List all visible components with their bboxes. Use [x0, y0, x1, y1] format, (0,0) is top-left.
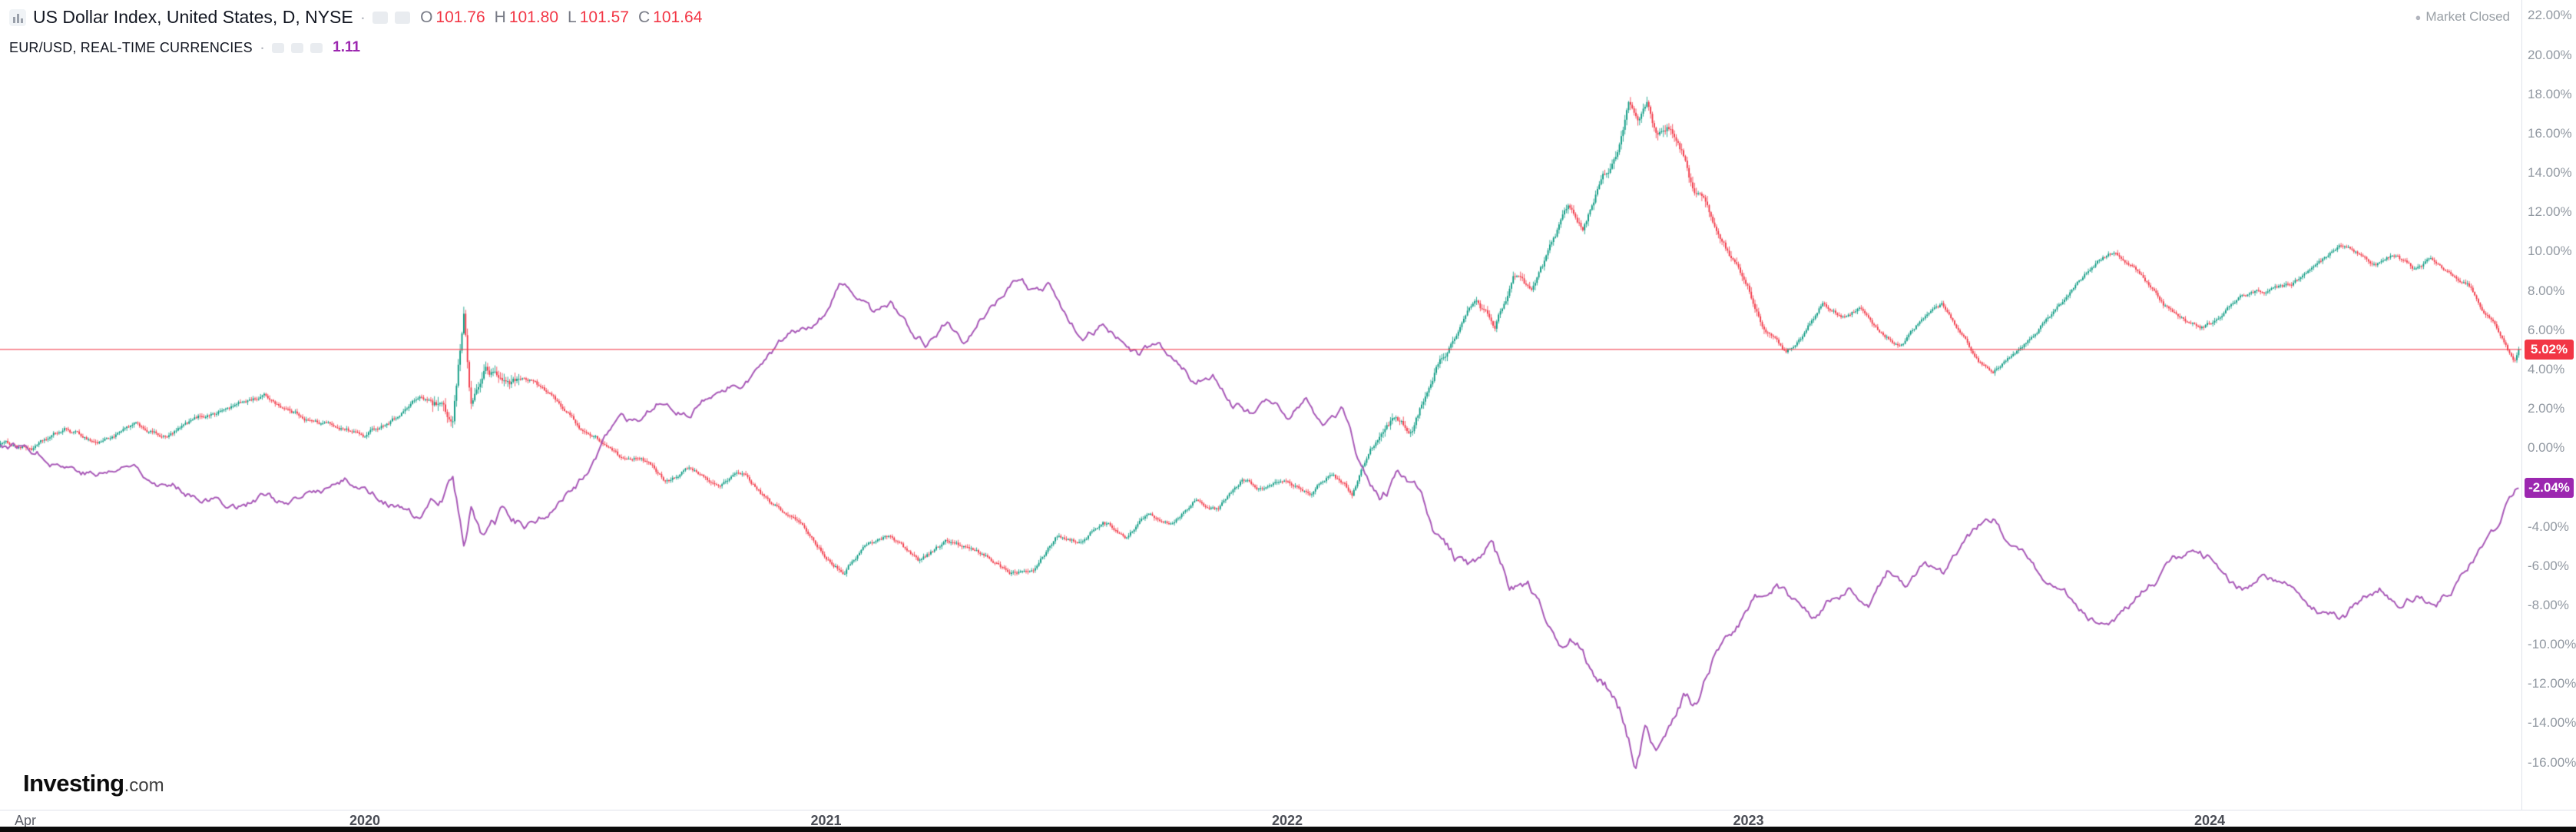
close-label: C: [637, 8, 651, 26]
price-axis-label: -8.00%: [2528, 597, 2569, 612]
time-axis-label: Apr: [15, 813, 37, 828]
eur-price-badge: -2.04%: [2525, 478, 2574, 499]
dxy-price-badge: 5.02%: [2525, 339, 2574, 360]
investing-com-logo[interactable]: Investing .com: [23, 770, 164, 797]
time-axis-label: 2023: [1733, 813, 1764, 828]
price-axis-label: 22.00%: [2528, 8, 2572, 23]
price-axis-label: 16.00%: [2528, 125, 2572, 141]
brand-name: Investing: [23, 770, 124, 797]
legend-row-compare-symbol: EUR/USD, REAL-TIME CURRENCIES · 1.11: [9, 38, 702, 58]
market-status-label: Market Closed: [2425, 9, 2510, 24]
price-axis-label: 14.00%: [2528, 165, 2572, 181]
price-axis[interactable]: 5.02% -2.04% 22.00% 20.00% 18.00% 16.00% 14.…: [2521, 0, 2576, 810]
price-axis-label: 18.00%: [2528, 86, 2572, 101]
price-axis-label: 20.00%: [2528, 47, 2572, 62]
open-value: 101.76: [435, 8, 485, 26]
price-axis-label: 10.00%: [2528, 244, 2572, 259]
compare-menu-button[interactable]: [310, 42, 323, 53]
chart-legend: US Dollar Index, United States, D, NYSE …: [9, 7, 702, 58]
legend-separator-dot: ·: [259, 38, 266, 57]
market-status-dot: ●: [2415, 11, 2422, 23]
price-axis-label: 6.00%: [2528, 322, 2565, 337]
high-value: 101.80: [508, 8, 559, 26]
instrument-logo-icon: [9, 8, 26, 26]
compare-settings-button[interactable]: [291, 42, 304, 53]
price-chart-canvas[interactable]: [0, 0, 2521, 810]
compare-symbol-value: 1.11: [333, 39, 361, 55]
time-axis-label: 2021: [810, 813, 842, 828]
chart-plot-area[interactable]: [0, 0, 2521, 810]
bottom-frame-bar: [0, 827, 2576, 832]
open-label: O: [420, 8, 433, 26]
time-axis-label: 2022: [1271, 813, 1303, 828]
price-axis-label: 8.00%: [2528, 283, 2565, 298]
time-axis-label: 2020: [349, 813, 381, 828]
compare-visibility-toggle-button[interactable]: [272, 42, 285, 53]
legend-separator-dot: ·: [359, 7, 366, 27]
price-axis-label: -16.00%: [2528, 754, 2576, 770]
close-value: 101.64: [653, 8, 703, 26]
time-axis-label: 2024: [2194, 813, 2226, 828]
low-label: L: [568, 8, 577, 26]
symbol-menu-button[interactable]: [395, 11, 411, 24]
market-status: ● Market Closed: [2415, 9, 2510, 25]
price-axis-label: 4.00%: [2528, 361, 2565, 376]
compare-symbol-title[interactable]: EUR/USD, REAL-TIME CURRENCIES: [9, 39, 253, 55]
price-axis-label: -12.00%: [2528, 676, 2576, 691]
price-axis-label: -10.00%: [2528, 637, 2576, 652]
main-symbol-title[interactable]: US Dollar Index, United States, D, NYSE: [33, 7, 353, 27]
low-value: 101.57: [579, 8, 629, 26]
price-axis-label: -4.00%: [2528, 519, 2569, 534]
price-axis-label: 0.00%: [2528, 440, 2565, 456]
ohlc-values: O 101.76 H 101.80 L 101.57 C 101.64: [420, 8, 702, 27]
price-axis-label: 2.00%: [2528, 401, 2565, 416]
visibility-toggle-button[interactable]: [372, 11, 389, 24]
brand-suffix: .com: [124, 775, 164, 796]
time-axis[interactable]: Apr 2020 2021 2022 2023 2024: [0, 810, 2576, 828]
price-axis-label: -14.00%: [2528, 715, 2576, 731]
high-label: H: [494, 8, 506, 26]
price-axis-label: -6.00%: [2528, 558, 2569, 573]
price-axis-label: 12.00%: [2528, 204, 2572, 220]
legend-row-main-symbol: US Dollar Index, United States, D, NYSE …: [9, 7, 702, 28]
